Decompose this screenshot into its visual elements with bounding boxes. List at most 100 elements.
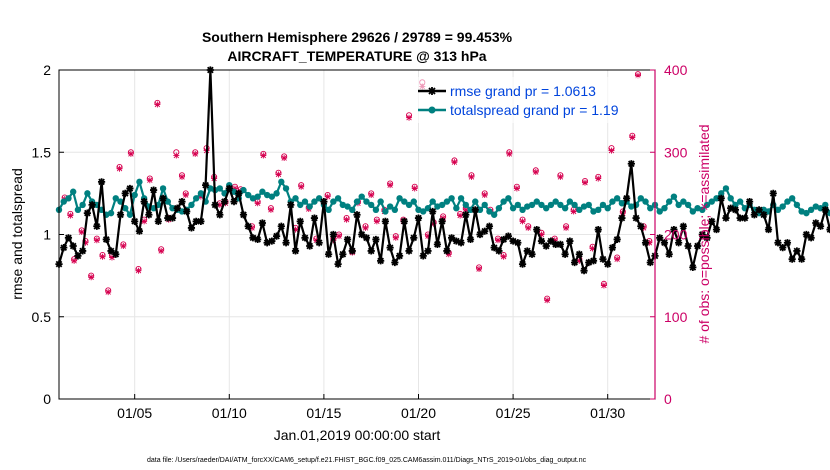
y-axis-label-right: # of obs: o=possible; ×=assimilated bbox=[696, 124, 712, 343]
footer-data-file: data file: /Users/raeder/DAI/ATM_forcXX/… bbox=[147, 457, 587, 464]
rmse-point bbox=[580, 267, 588, 275]
y-tick-label-right: 100 bbox=[664, 309, 688, 325]
rmse-point bbox=[788, 255, 796, 263]
obs-assimilated-point bbox=[298, 183, 305, 190]
totalspread-point bbox=[448, 195, 455, 202]
totalspread-point bbox=[571, 201, 578, 209]
y-tick-label-right: 200 bbox=[664, 227, 688, 243]
rmse-point bbox=[202, 181, 210, 189]
totalspread-point bbox=[377, 198, 384, 205]
totalspread-point bbox=[197, 190, 205, 197]
obs-assimilated-point bbox=[457, 212, 464, 219]
totalspread-point bbox=[576, 206, 583, 214]
totalspread-point bbox=[661, 204, 668, 212]
obs-assimilated-point bbox=[392, 234, 399, 241]
rmse-point bbox=[798, 255, 806, 263]
rmse-point bbox=[131, 217, 139, 225]
totalspread-point bbox=[268, 193, 276, 200]
obs-assimilated-point bbox=[468, 173, 475, 180]
rmse-point bbox=[187, 224, 196, 232]
rmse-point bbox=[438, 217, 446, 225]
rmse-point bbox=[727, 204, 735, 212]
totalspread-point bbox=[552, 198, 559, 205]
rmse-point bbox=[263, 239, 271, 247]
rmse-point bbox=[164, 214, 172, 222]
totalspread-point bbox=[69, 188, 77, 195]
rmse-point bbox=[523, 247, 531, 255]
rmse-point bbox=[216, 211, 224, 219]
totalspread-point bbox=[708, 198, 715, 205]
totalspread-point bbox=[438, 201, 446, 209]
rmse-point bbox=[731, 206, 740, 214]
totalspread-point bbox=[443, 198, 451, 205]
rmse-point bbox=[462, 211, 470, 219]
totalspread-point bbox=[405, 201, 413, 209]
totalspread-point bbox=[126, 211, 134, 218]
rmse-point bbox=[296, 217, 304, 225]
rmse-point bbox=[192, 217, 200, 225]
totalspread-point bbox=[680, 198, 687, 205]
totalspread-point bbox=[245, 191, 252, 199]
totalspread-point bbox=[311, 198, 318, 205]
rmse-point bbox=[793, 247, 801, 255]
totalspread-point bbox=[722, 185, 730, 192]
rmse-point bbox=[287, 201, 295, 209]
totalspread-point bbox=[656, 208, 663, 215]
rmse-point bbox=[736, 214, 744, 222]
rmse-point bbox=[414, 214, 423, 222]
totalspread-point bbox=[505, 195, 512, 202]
obs-assimilated-point bbox=[608, 147, 615, 154]
obs-assimilated-point bbox=[336, 233, 343, 240]
totalspread-point bbox=[476, 206, 484, 214]
totalspread-point bbox=[84, 190, 91, 197]
rmse-point bbox=[197, 217, 205, 225]
rmse-point bbox=[632, 214, 640, 222]
rmse-point bbox=[623, 194, 631, 202]
rmse-point bbox=[310, 214, 319, 222]
rmse-point bbox=[476, 230, 484, 239]
obs-assimilated-point bbox=[173, 152, 180, 159]
legend-marker-totalspread bbox=[428, 106, 436, 114]
rmse-point bbox=[249, 234, 257, 242]
obs-assimilated-point bbox=[281, 155, 288, 162]
totalspread-point bbox=[822, 201, 829, 209]
rmse-point bbox=[675, 239, 683, 247]
rmse-point bbox=[93, 222, 101, 230]
rmse-point bbox=[102, 235, 110, 244]
totalspread-point bbox=[334, 195, 342, 202]
rmse-point bbox=[807, 234, 815, 242]
rmse-point bbox=[594, 225, 602, 234]
rmse-point bbox=[495, 247, 503, 255]
rmse-point bbox=[405, 247, 413, 255]
rmse-point bbox=[410, 234, 418, 242]
totalspread-point bbox=[585, 201, 592, 209]
totalspread-point bbox=[547, 201, 555, 209]
obs-assimilated-point bbox=[154, 101, 161, 108]
totalspread-point bbox=[292, 195, 299, 202]
obs-assimilated-point bbox=[135, 267, 142, 274]
rmse-point bbox=[599, 255, 607, 263]
totalspread-point bbox=[306, 203, 313, 210]
totalspread-point bbox=[486, 208, 493, 215]
totalspread-point bbox=[689, 208, 697, 215]
obs-assimilated-point bbox=[406, 114, 413, 121]
rmse-point bbox=[301, 234, 309, 242]
rmse-point bbox=[708, 217, 716, 225]
obs-assimilated-point bbox=[600, 282, 607, 289]
obs-assimilated-point bbox=[324, 193, 331, 200]
rmse-point bbox=[774, 239, 782, 247]
obs-assimilated-point bbox=[197, 193, 204, 200]
totalspread-point bbox=[188, 201, 195, 209]
y-tick-label-right: 300 bbox=[664, 144, 688, 160]
rmse-point bbox=[126, 184, 134, 193]
rmse-point bbox=[97, 178, 106, 186]
totalspread-point bbox=[543, 204, 550, 212]
obs-assimilated-point bbox=[158, 247, 165, 254]
totalspread-point bbox=[65, 195, 72, 202]
obs-assimilated-point bbox=[387, 182, 394, 189]
rmse-point bbox=[424, 247, 432, 255]
rmse-point bbox=[646, 258, 654, 267]
y-tick-label-left: 2 bbox=[43, 62, 51, 78]
y-tick-label-left: 0.5 bbox=[32, 309, 52, 325]
obs-assimilated-point bbox=[267, 206, 274, 213]
